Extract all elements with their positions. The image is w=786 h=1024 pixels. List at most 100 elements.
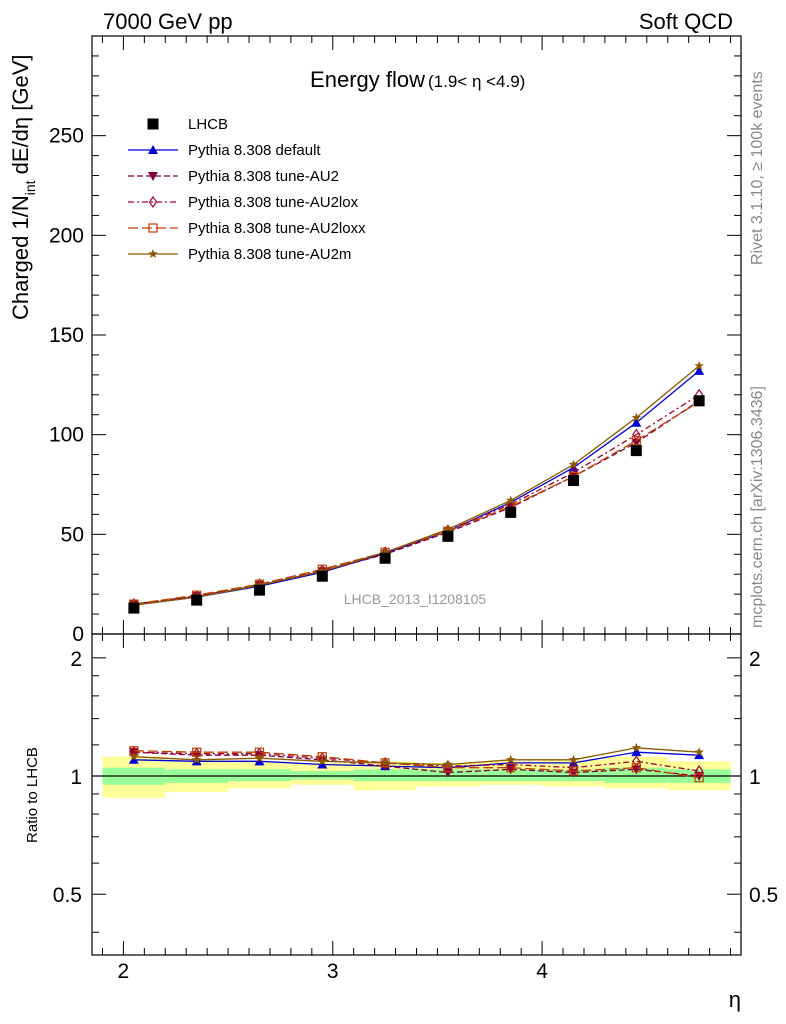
ratio-series-group	[128, 742, 705, 783]
ratio-4-point	[191, 754, 202, 764]
ratio-3-point	[506, 763, 516, 773]
ratio-0-point	[694, 750, 705, 760]
ratio-2-point	[694, 764, 704, 778]
legend: LHCB Pythia 8.308 default Pythia 8.308 tun…	[128, 116, 366, 263]
series-line-4	[133, 365, 700, 606]
legend-marker	[148, 223, 158, 233]
ytick-label: 50	[61, 523, 84, 546]
main-series-group	[128, 360, 705, 611]
legend-marker	[147, 118, 159, 130]
mcplots-label: mcplots.cern.ch [arXiv:1306.3436]	[749, 386, 766, 628]
legend-marker	[148, 145, 158, 154]
ratio-1-point	[442, 768, 453, 778]
ratio-2-point	[380, 756, 390, 769]
data-point	[253, 584, 265, 596]
ratio-4-point	[505, 754, 516, 764]
xtick-label: 2	[118, 960, 130, 983]
header-right: Soft QCD	[639, 9, 733, 34]
ytick-label: 150	[49, 324, 84, 347]
ratio-axis-ticks: 0.5 0.5 1 1 2 2 2 3 4	[53, 634, 778, 983]
ytick-label: 200	[49, 224, 84, 247]
data-point	[191, 594, 203, 606]
legend-label: Pythia 8.308 default	[188, 142, 321, 159]
x-axis-label: η	[729, 987, 741, 1012]
ratio-ytick-label-right: 1	[749, 766, 761, 789]
data-point	[568, 475, 580, 487]
data-point	[316, 570, 328, 582]
ratio-line-0	[133, 751, 700, 769]
band-green	[604, 767, 668, 783]
series-line-2	[133, 394, 700, 605]
legend-label: Pythia 8.308 tune-AU2loxx	[188, 220, 366, 237]
series-0-point	[631, 417, 642, 427]
series-4-point	[443, 524, 453, 534]
legend-label: Pythia 8.308 tune-AU2m	[188, 246, 351, 263]
band-green	[353, 769, 417, 782]
legend-marker	[148, 249, 158, 259]
series-line-3	[133, 401, 700, 605]
ratio-line-4	[133, 747, 700, 766]
series-1-point	[631, 438, 642, 448]
data-point	[505, 506, 517, 518]
legend-label: Pythia 8.308 tune-AU2	[188, 168, 339, 185]
main-y-axis-label: Charged 1/Nint dE/dη [GeV]	[8, 54, 38, 320]
ratio-2-point	[569, 761, 578, 774]
ratio-4-point	[380, 757, 390, 767]
series-4-point	[505, 495, 516, 505]
ratio-ytick-label: 0.5	[53, 884, 82, 907]
main-axis-ticks: 0 50 100 150 200 250	[49, 36, 741, 646]
data-point	[379, 552, 391, 564]
ytick-label: 250	[49, 125, 84, 148]
legend-label: Pythia 8.308 tune-AU2lox	[188, 194, 359, 211]
ratio-ytick-label: 2	[70, 648, 82, 671]
ratio-4-point	[254, 753, 265, 763]
ytick-label: 100	[49, 424, 84, 447]
ratio-4-point	[568, 754, 579, 764]
series-4-point	[568, 459, 579, 469]
ratio-ytick-label-right: 0.5	[749, 884, 778, 907]
data-point	[128, 602, 140, 614]
header-left: 7000 GeV pp	[103, 9, 233, 34]
ratio-3-point	[568, 766, 579, 776]
band-green	[290, 770, 354, 780]
legend-marker	[148, 172, 158, 181]
ratio-2-point	[632, 755, 641, 768]
ratio-0-point	[254, 756, 265, 766]
rivet-label: Rivet 3.1.10, ≥ 100k events	[749, 71, 766, 265]
xtick-label: 3	[327, 960, 339, 983]
main-title: Energy flow	[310, 67, 425, 92]
series-line-0	[133, 370, 700, 606]
main-title-suffix: (1.9< η <4.9)	[428, 72, 525, 91]
ratio-line-3	[133, 750, 700, 779]
ylabel-sub: int	[22, 180, 38, 195]
xtick-label: 4	[536, 960, 548, 983]
main-panel: 0 50 100 150 200 250 Energy flow (1.9< η <4.9…	[8, 35, 742, 646]
band-green	[479, 769, 543, 782]
series-0-point	[694, 365, 705, 375]
ratio-bands	[102, 756, 731, 798]
ratio-3-point	[694, 773, 704, 783]
series-4-point	[694, 360, 704, 370]
ratio-4-point	[317, 756, 328, 766]
band-green	[228, 769, 291, 782]
ratio-line-1	[133, 751, 700, 777]
ratio-panel: 0.5 0.5 1 1 2 2 2 3 4 Ratio to LHCB η	[24, 633, 778, 1012]
ratio-4-point	[129, 751, 139, 761]
ratio-line-2	[133, 751, 700, 772]
data-point	[693, 395, 705, 407]
ratio-4-point	[631, 742, 642, 752]
series-line-1	[133, 400, 700, 605]
series-2-point	[632, 428, 641, 441]
ratio-ytick-label: 1	[70, 766, 82, 789]
watermark: LHCB_2013_I1208105	[344, 591, 487, 607]
legend-label: LHCB	[188, 116, 228, 133]
ratio-3-point	[631, 763, 641, 773]
ratio-0-point	[128, 754, 139, 764]
legend-marker	[148, 195, 158, 209]
ylabel-rest: dE/dη [GeV]	[8, 54, 33, 180]
ratio-4-point	[694, 747, 704, 757]
ratio-0-point	[631, 747, 642, 757]
ratio-ytick-label-right: 2	[749, 648, 761, 671]
main-data-points	[128, 395, 705, 614]
